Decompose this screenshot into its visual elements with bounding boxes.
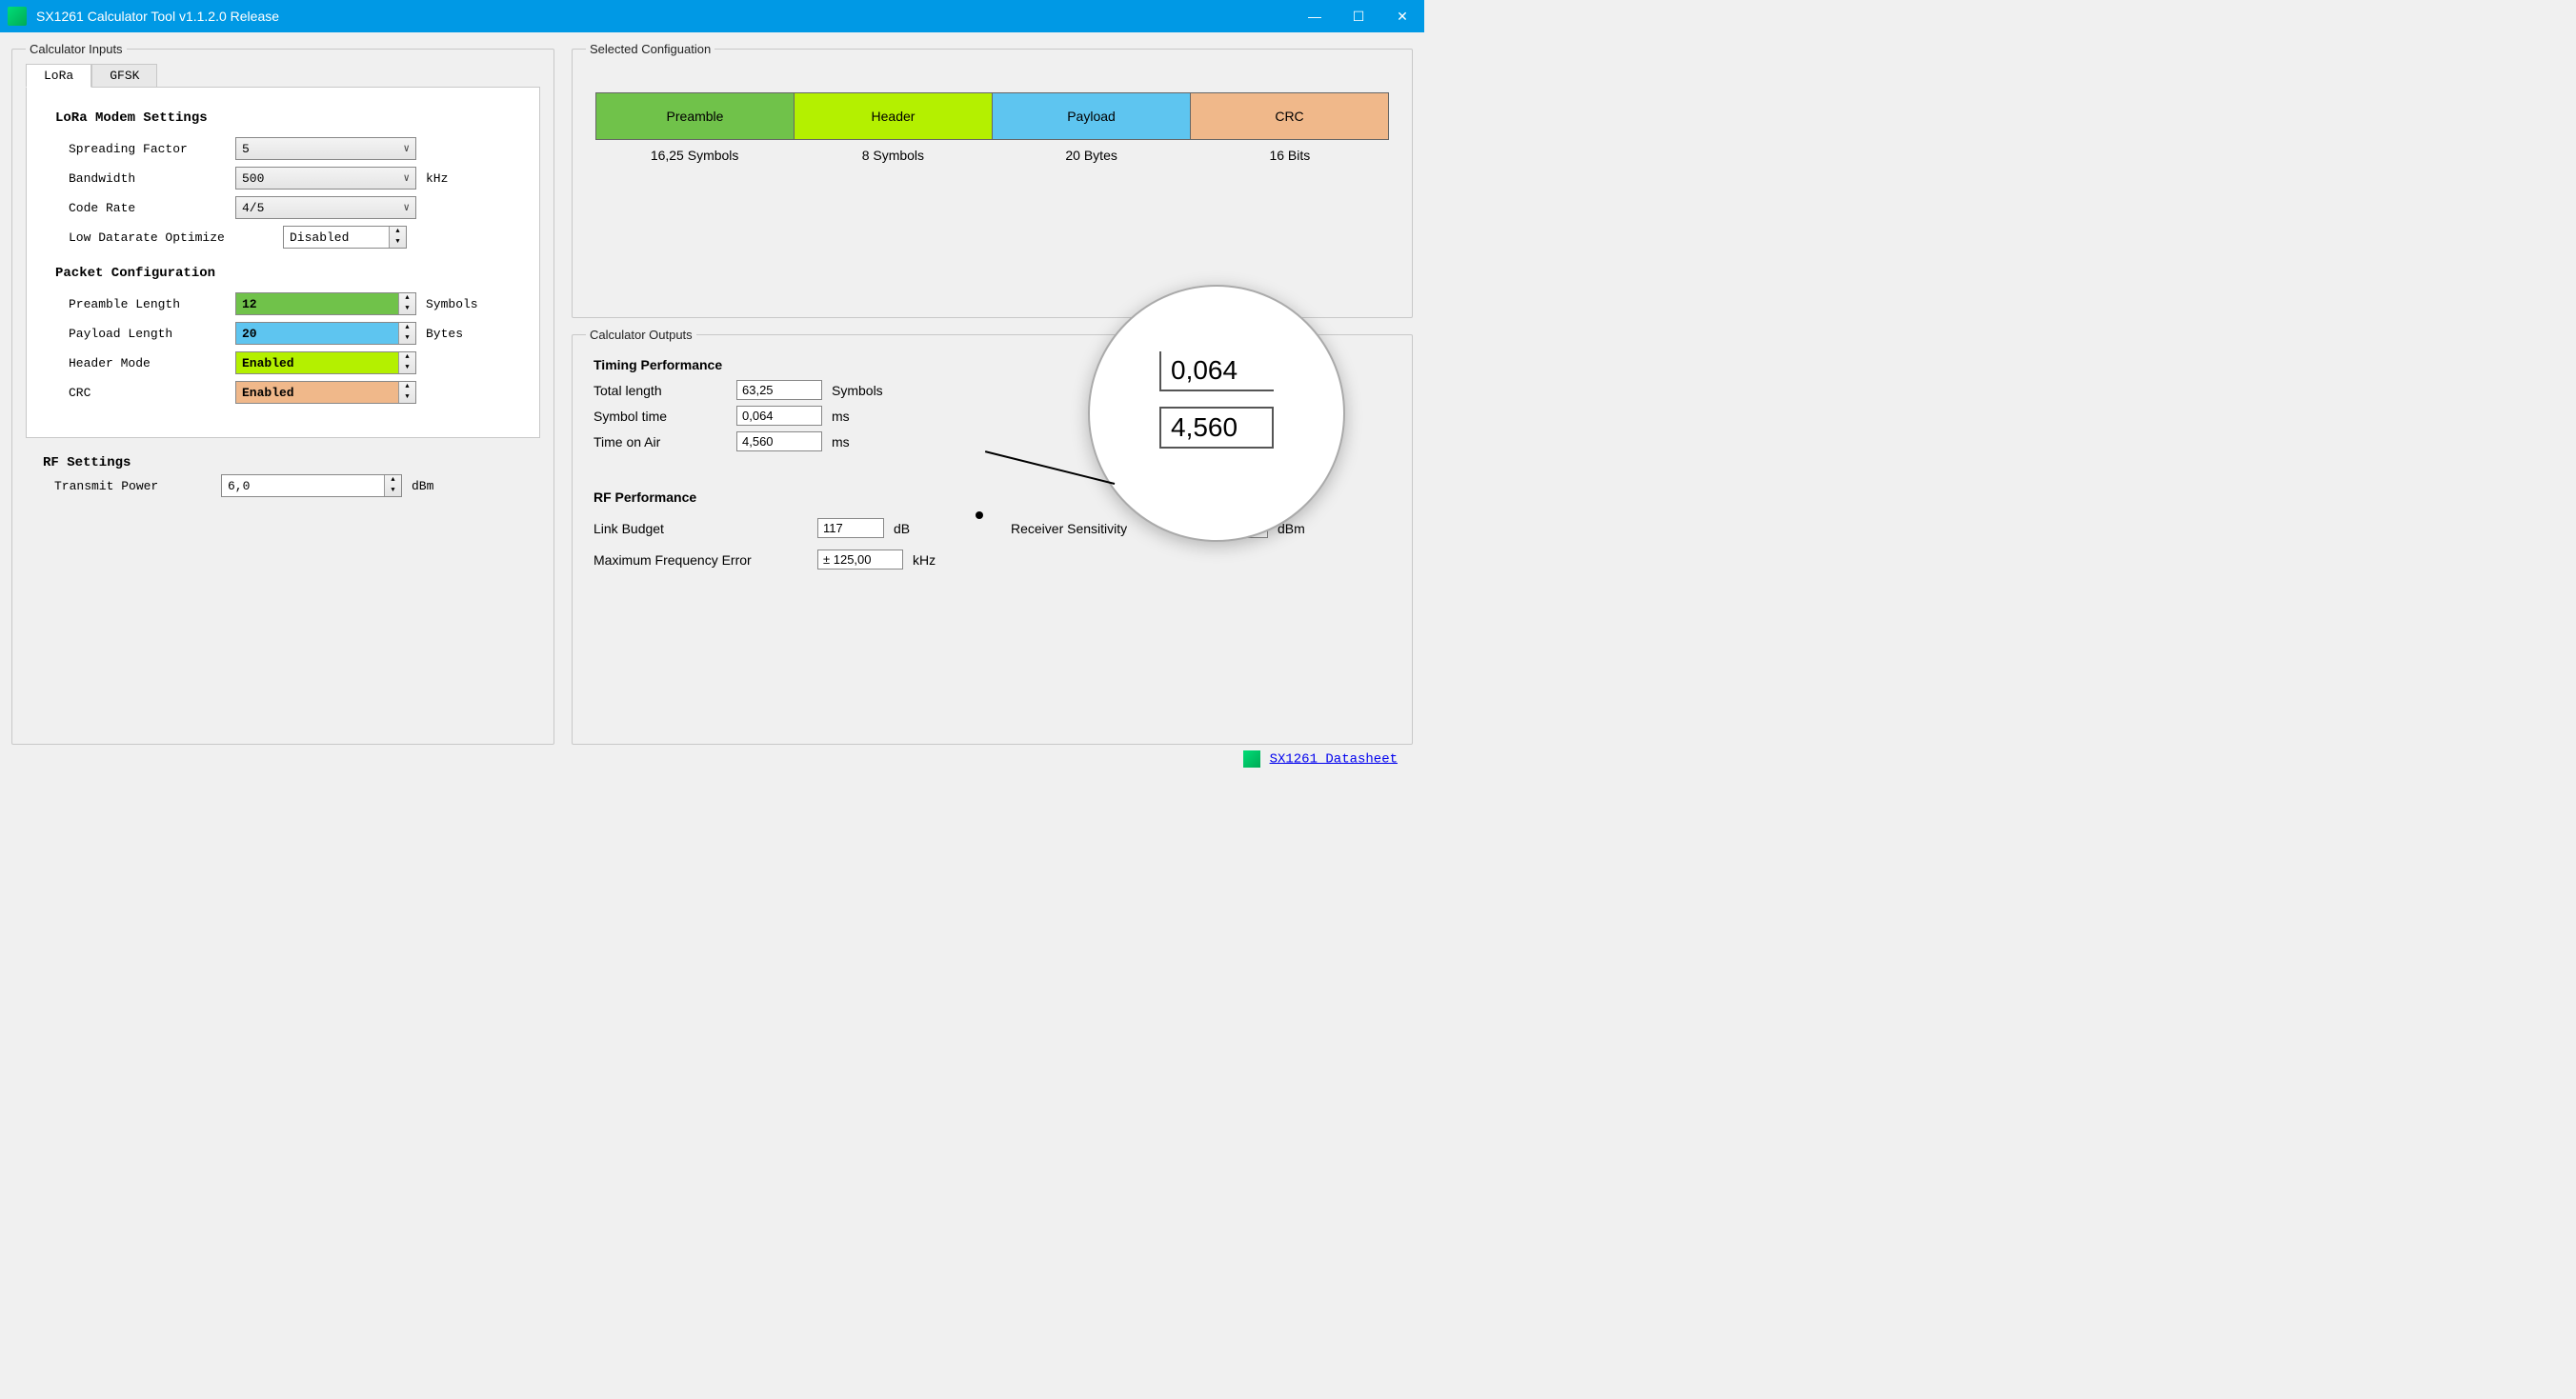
spinner-buttons-icon[interactable]: ▲▼ [398, 352, 415, 373]
lb-value: 117 [817, 518, 884, 538]
toa-value: 4,560 [736, 431, 822, 451]
preamble-spinner[interactable]: 12 ▲▼ [235, 292, 416, 315]
sym-unit: ms [832, 409, 850, 424]
maximize-button[interactable]: ☐ [1337, 0, 1380, 32]
block-crc: CRC [1191, 92, 1389, 140]
ldo-value: Disabled [284, 230, 389, 245]
chevron-down-icon: ∨ [403, 142, 410, 155]
lb-unit: dB [894, 521, 910, 536]
payload-unit: Bytes [426, 327, 463, 341]
txpwr-unit: dBm [412, 479, 433, 493]
spinner-buttons-icon[interactable]: ▲▼ [398, 323, 415, 344]
preamble-value: 12 [236, 297, 398, 311]
window-title: SX1261 Calculator Tool v1.1.2.0 Release [36, 9, 1293, 24]
modem-settings-heading: LoRa Modem Settings [55, 110, 518, 126]
txpwr-value: 6,0 [222, 479, 384, 493]
spinner-buttons-icon[interactable]: ▲▼ [398, 293, 415, 314]
preamble-label: Preamble Length [69, 297, 235, 311]
bw-value: 500 [242, 171, 264, 186]
payload-spinner[interactable]: 20 ▲▼ [235, 322, 416, 345]
sf-combo[interactable]: 5 ∨ [235, 137, 416, 160]
payload-label: Payload Length [69, 327, 235, 341]
total-value: 63,25 [736, 380, 822, 400]
crc-label: CRC [69, 386, 235, 400]
crc-value: Enabled [236, 386, 398, 400]
tab-gfsk[interactable]: GFSK [91, 64, 157, 88]
spinner-buttons-icon[interactable]: ▲▼ [389, 227, 406, 248]
txpwr-spinner[interactable]: 6,0 ▲▼ [221, 474, 402, 497]
sym-label: Symbol time [594, 409, 736, 424]
mfe-label: Maximum Frequency Error [594, 552, 817, 568]
sf-label: Spreading Factor [69, 142, 235, 156]
chevron-down-icon: ∨ [403, 171, 410, 185]
payload-value: 20 [236, 327, 398, 341]
mag-bottom: 4,560 [1159, 407, 1274, 449]
app-logo-icon [8, 7, 27, 26]
spinner-buttons-icon[interactable]: ▲▼ [384, 475, 401, 496]
bw-label: Bandwidth [69, 171, 235, 186]
lb-label: Link Budget [594, 521, 817, 536]
header-spinner[interactable]: Enabled ▲▼ [235, 351, 416, 374]
selected-config-group: Selected Configuation Preamble Header Pa… [572, 42, 1413, 318]
block-preamble: Preamble [595, 92, 795, 140]
outputs-legend: Calculator Outputs [586, 328, 696, 342]
tab-lora[interactable]: LoRa [26, 64, 91, 88]
toa-unit: ms [832, 434, 850, 450]
crc-bits: 16 Bits [1191, 148, 1389, 163]
footer: SX1261 Datasheet [11, 745, 1413, 769]
datasheet-link[interactable]: SX1261 Datasheet [1270, 751, 1398, 767]
mfe-value: ± 125,00 [817, 550, 903, 570]
sf-value: 5 [242, 142, 250, 156]
config-values: 16,25 Symbols 8 Symbols 20 Bytes 16 Bits [595, 148, 1389, 163]
crc-spinner[interactable]: Enabled ▲▼ [235, 381, 416, 404]
txpwr-label: Transmit Power [54, 479, 221, 493]
rf-settings-heading: RF Settings [43, 455, 540, 470]
selected-legend: Selected Configuation [586, 42, 714, 56]
chevron-down-icon: ∨ [403, 201, 410, 214]
preamble-unit: Symbols [426, 297, 478, 311]
mfe-unit: kHz [913, 552, 936, 568]
inputs-legend: Calculator Inputs [26, 42, 127, 56]
ldo-label: Low Datarate Optimize [69, 230, 283, 245]
ldo-spinner[interactable]: Disabled ▲▼ [283, 226, 407, 249]
toa-label: Time on Air [594, 434, 736, 450]
bw-unit: kHz [426, 171, 448, 186]
header-value: Enabled [236, 356, 398, 370]
total-unit: Symbols [832, 383, 883, 398]
datasheet-logo-icon [1243, 750, 1260, 768]
close-button[interactable]: ✕ [1380, 0, 1424, 32]
config-blocks: Preamble Header Payload CRC [595, 92, 1389, 140]
header-symbols: 8 Symbols [794, 148, 992, 163]
minimize-button[interactable]: — [1293, 0, 1337, 32]
titlebar: SX1261 Calculator Tool v1.1.2.0 Release … [0, 0, 1424, 32]
payload-bytes: 20 Bytes [993, 148, 1191, 163]
header-label: Header Mode [69, 356, 235, 370]
bw-combo[interactable]: 500 ∨ [235, 167, 416, 190]
cr-label: Code Rate [69, 201, 235, 215]
cr-combo[interactable]: 4/5 ∨ [235, 196, 416, 219]
calculator-outputs-group: Calculator Outputs Timing Performance To… [572, 328, 1413, 745]
magnifier-dot-icon [976, 511, 983, 519]
total-label: Total length [594, 383, 736, 398]
mag-top: 0,064 [1159, 351, 1274, 391]
lora-tab-content: LoRa Modem Settings Spreading Factor 5 ∨… [26, 87, 540, 438]
block-header: Header [795, 92, 993, 140]
block-payload: Payload [993, 92, 1191, 140]
cr-value: 4/5 [242, 201, 264, 215]
packet-config-heading: Packet Configuration [55, 266, 518, 281]
preamble-symbols: 16,25 Symbols [595, 148, 794, 163]
calculator-inputs-group: Calculator Inputs LoRa GFSK LoRa Modem S… [11, 42, 554, 745]
magnifier-overlay: 0,064 4,560 [1088, 285, 1345, 542]
sym-value: 0,064 [736, 406, 822, 426]
spinner-buttons-icon[interactable]: ▲▼ [398, 382, 415, 403]
